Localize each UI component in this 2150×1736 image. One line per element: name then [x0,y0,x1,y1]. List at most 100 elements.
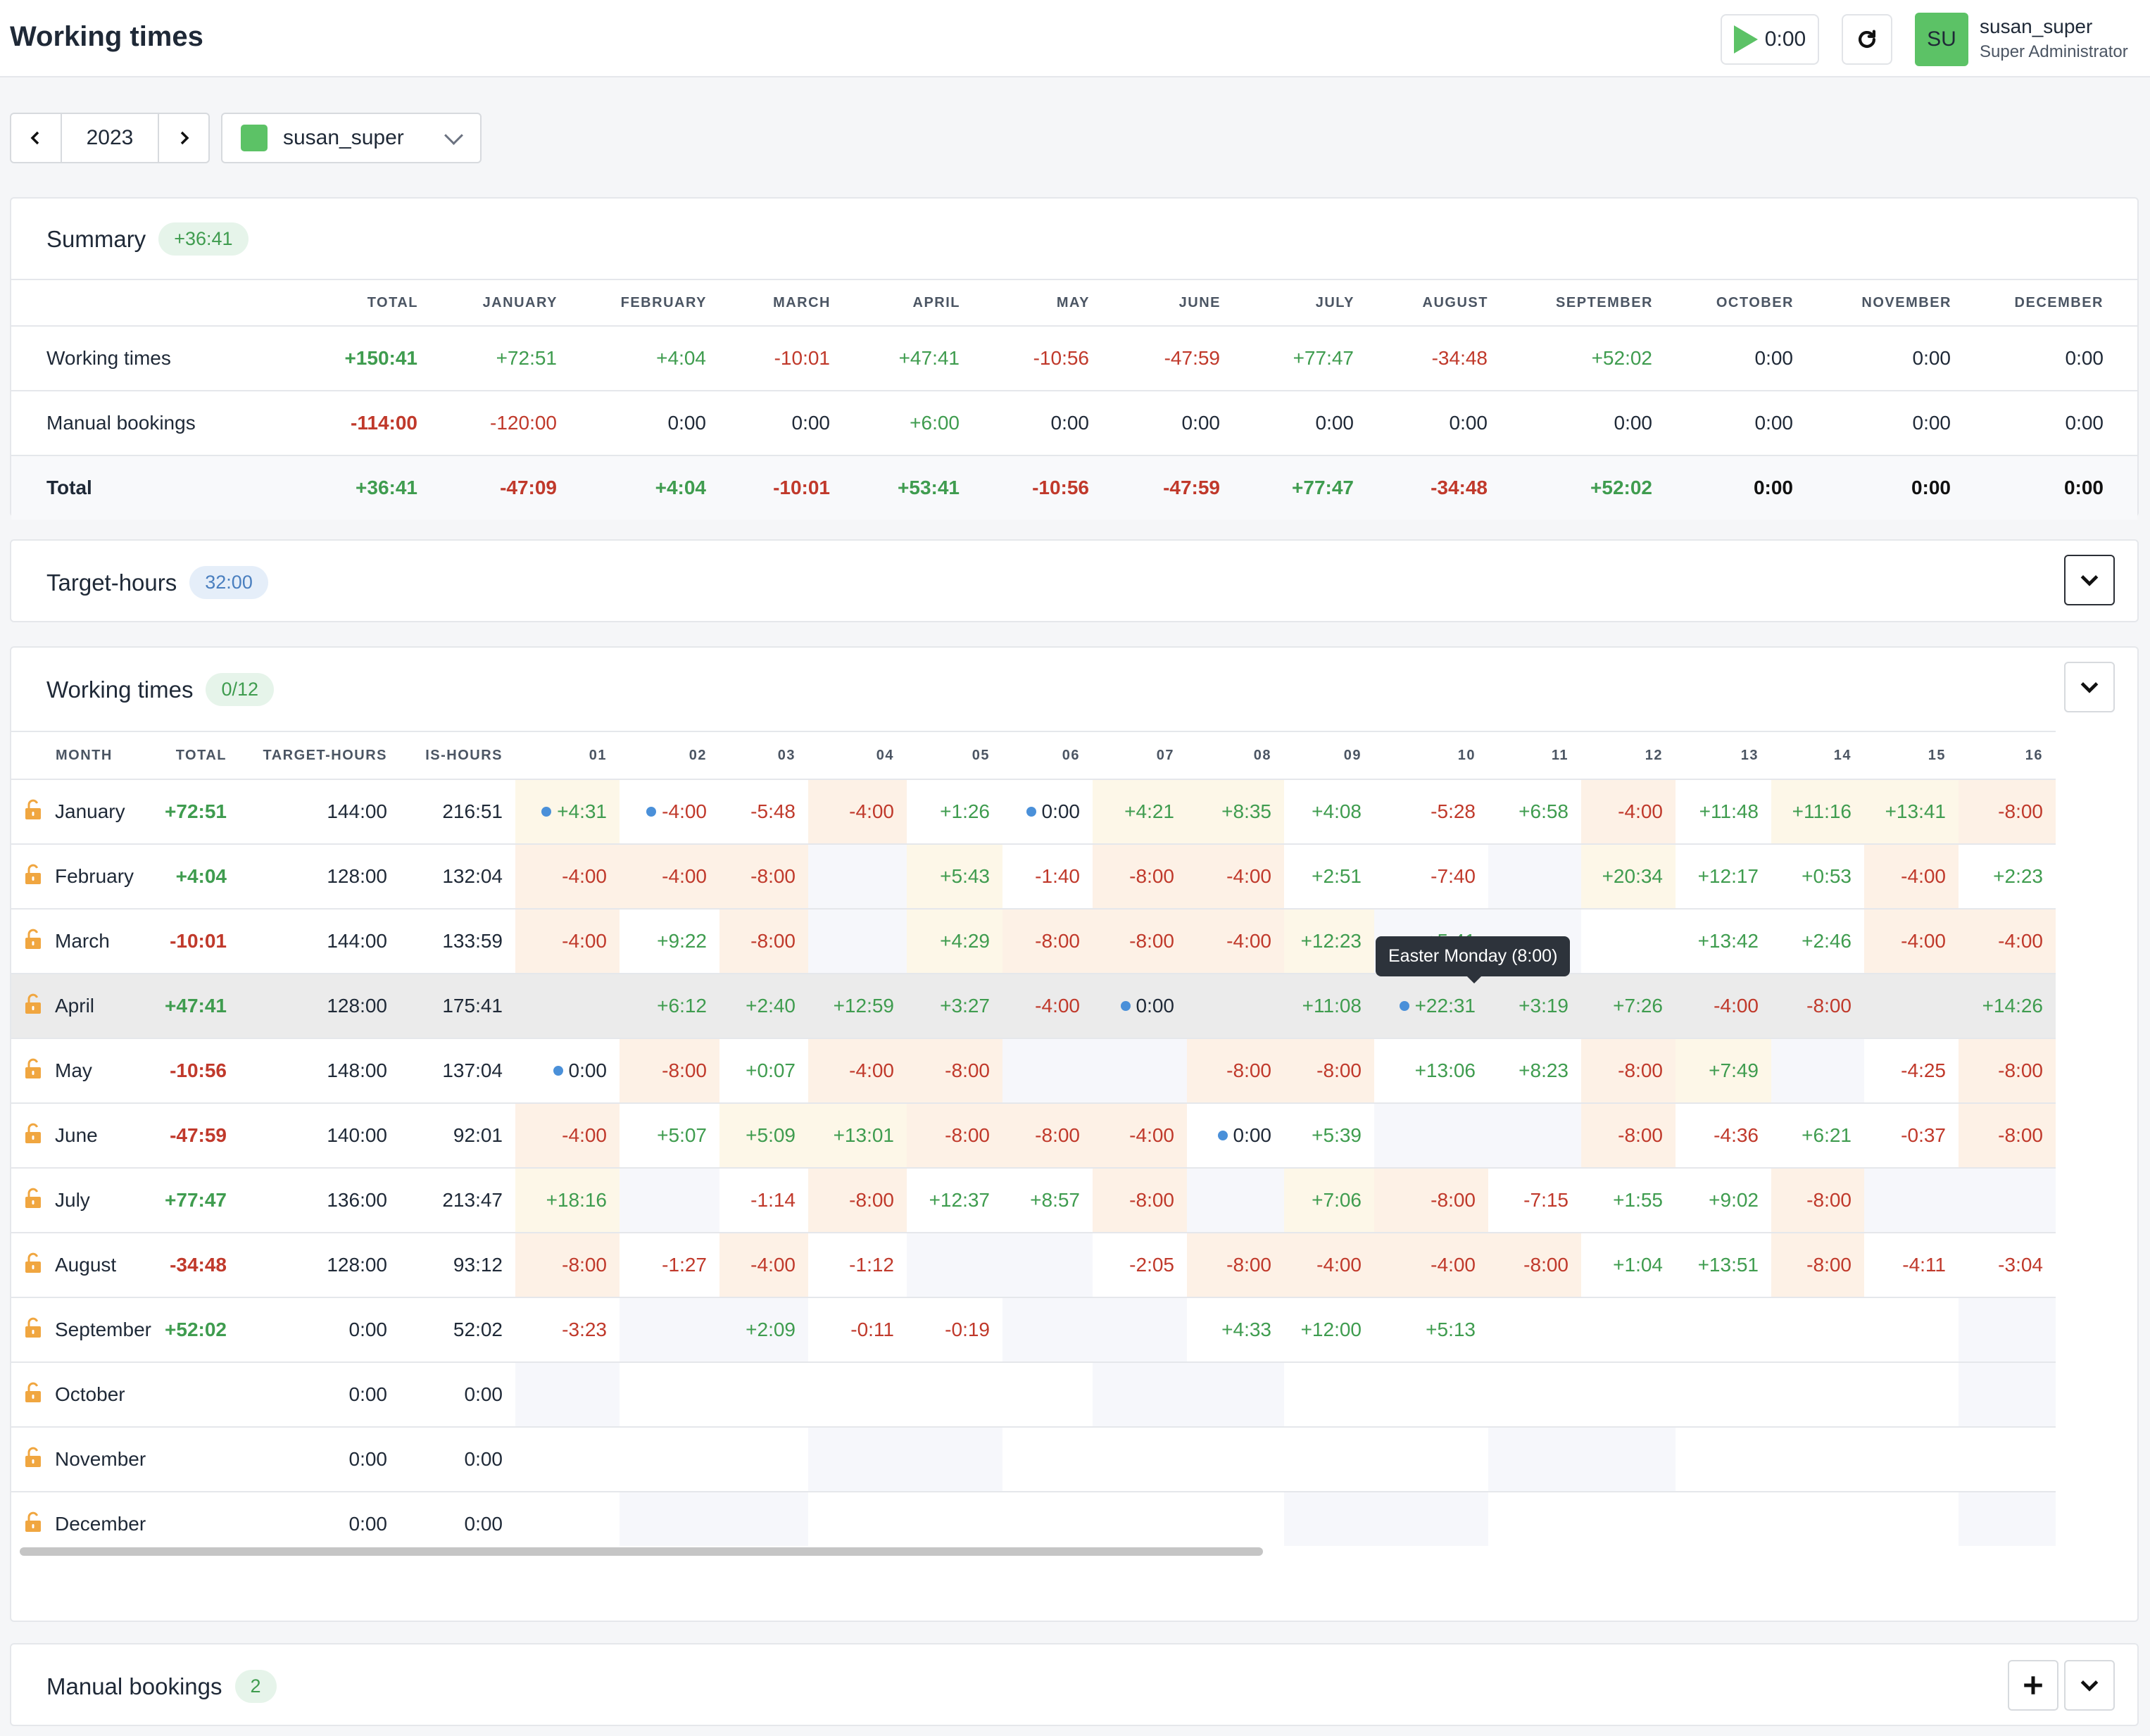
day-cell[interactable]: +12:59 [808,974,907,1039]
day-cell[interactable]: -1:40 [1002,844,1093,910]
day-cell[interactable]: +2:51 [1284,844,1374,910]
day-cell[interactable] [1771,1038,1864,1104]
lock-open-icon[interactable] [24,1188,42,1209]
month-row[interactable]: May -10:56 148:00 137:04 0:00 -8:00 +0:07 -4:00… [11,1038,2056,1104]
day-cell[interactable] [1864,1168,1959,1233]
target-hours-toggle-button[interactable] [2064,555,2115,605]
day-cell[interactable] [1002,1427,1093,1492]
month-row[interactable]: December 0:00 0:00 [11,1492,2056,1549]
lock-open-icon[interactable] [24,1511,42,1533]
day-cell[interactable] [1284,1492,1374,1549]
day-cell[interactable]: -4:00 [808,1038,907,1104]
day-cell[interactable] [1374,1362,1488,1428]
day-cell[interactable]: -7:40 [1374,844,1488,910]
previous-year-button[interactable] [11,114,61,162]
day-cell[interactable]: +11:08 [1284,974,1374,1039]
day-cell[interactable] [808,1362,907,1428]
lock-open-icon[interactable] [24,1317,42,1338]
day-cell[interactable] [1771,1362,1864,1428]
day-cell[interactable] [1959,1492,2056,1549]
day-cell[interactable] [620,1427,719,1492]
day-cell[interactable]: -8:00 [1374,1168,1488,1233]
day-cell[interactable]: +1:55 [1581,1168,1676,1233]
day-cell[interactable]: +12:00 [1284,1297,1374,1363]
day-cell[interactable] [515,974,620,1039]
lock-cell[interactable] [11,1297,55,1363]
lock-open-icon[interactable] [24,929,42,950]
day-cell[interactable]: 0:00 [1187,1103,1284,1169]
day-cell[interactable] [1581,1297,1676,1363]
day-cell[interactable]: +11:16 [1771,779,1864,845]
lock-cell[interactable] [11,909,55,974]
day-cell[interactable]: +8:23 [1488,1038,1581,1104]
day-cell[interactable] [1864,1297,1959,1363]
lock-open-icon[interactable] [24,1447,42,1468]
day-cell[interactable]: -8:00 [907,1103,1002,1169]
day-cell[interactable] [1002,1492,1093,1549]
day-cell[interactable] [808,844,907,910]
lock-open-icon[interactable] [24,1058,42,1079]
month-row[interactable]: January +72:51 144:00 216:51 +4:31 -4:00 -5:48… [11,779,2056,845]
day-cell[interactable]: -0:37 [1864,1103,1959,1169]
start-timer-button[interactable]: 0:00 [1721,14,1819,65]
day-cell[interactable] [808,909,907,974]
day-cell[interactable]: +13:42 [1676,909,1771,974]
day-cell[interactable] [1959,1362,2056,1428]
day-cell[interactable]: +3:19 [1488,974,1581,1039]
user-avatar[interactable]: SU [1915,13,1968,66]
day-cell[interactable]: -4:00 [1864,909,1959,974]
day-cell[interactable]: -4:00 [515,844,620,910]
day-cell[interactable]: -3:04 [1959,1233,2056,1298]
day-cell[interactable]: -0:19 [907,1297,1002,1363]
day-cell[interactable]: +8:35 [1187,779,1284,845]
day-cell[interactable]: -4:36 [1676,1103,1771,1169]
day-cell[interactable] [907,1362,1002,1428]
month-row[interactable]: November 0:00 0:00 [11,1427,2056,1492]
day-cell[interactable]: -4:00 [515,909,620,974]
day-cell[interactable]: -4:00 [1676,974,1771,1039]
day-cell[interactable]: -8:00 [1581,1103,1676,1169]
day-cell[interactable]: -4:00 [1187,909,1284,974]
day-cell[interactable] [1771,1427,1864,1492]
day-cell[interactable]: +18:16 [515,1168,620,1233]
day-cell[interactable]: -2:05 [1093,1233,1187,1298]
day-cell[interactable]: +5:09 [719,1103,808,1169]
lock-cell[interactable] [11,1362,55,1428]
day-cell[interactable]: -4:00 [1002,974,1093,1039]
day-cell[interactable] [1488,1492,1581,1549]
day-cell[interactable]: -8:00 [1187,1038,1284,1104]
day-cell[interactable] [620,1362,719,1428]
add-manual-booking-button[interactable] [2008,1660,2058,1711]
month-row[interactable]: July +77:47 136:00 213:47 +18:16 -1:14 -8:00 +1… [11,1168,2056,1233]
day-cell[interactable]: -5:28 [1374,779,1488,845]
month-row[interactable]: February +4:04 128:00 132:04 -4:00 -4:00 -8:00… [11,844,2056,910]
lock-open-icon[interactable] [24,1252,42,1273]
lock-open-icon[interactable] [24,799,42,820]
day-cell[interactable] [907,1492,1002,1549]
day-cell[interactable]: 0:00 [1002,779,1093,845]
day-cell[interactable]: -0:11 [808,1297,907,1363]
day-cell[interactable] [1093,1427,1187,1492]
day-cell[interactable]: -8:00 [1959,779,2056,845]
day-cell[interactable] [1676,1492,1771,1549]
day-cell[interactable]: -4:00 [1864,844,1959,910]
day-cell[interactable] [1093,1362,1187,1428]
day-cell[interactable]: -8:00 [1002,909,1093,974]
day-cell[interactable]: -8:00 [620,1038,719,1104]
day-cell[interactable]: +4:08 [1284,779,1374,845]
day-cell[interactable]: -1:14 [719,1168,808,1233]
day-cell[interactable]: +12:17 [1676,844,1771,910]
day-cell[interactable] [1374,1103,1488,1169]
day-cell[interactable] [1093,1297,1187,1363]
day-cell[interactable]: +4:31 [515,779,620,845]
day-cell[interactable]: -8:00 [1284,1038,1374,1104]
day-cell[interactable]: +8:57 [1002,1168,1093,1233]
day-cell[interactable] [1959,1168,2056,1233]
day-cell[interactable] [515,1427,620,1492]
day-cell[interactable] [620,1492,719,1549]
day-cell[interactable]: 0:00 [515,1038,620,1104]
day-cell[interactable]: -8:00 [719,844,808,910]
day-cell[interactable]: -8:00 [1002,1103,1093,1169]
day-cell[interactable] [1187,974,1284,1039]
day-cell[interactable] [1581,1362,1676,1428]
